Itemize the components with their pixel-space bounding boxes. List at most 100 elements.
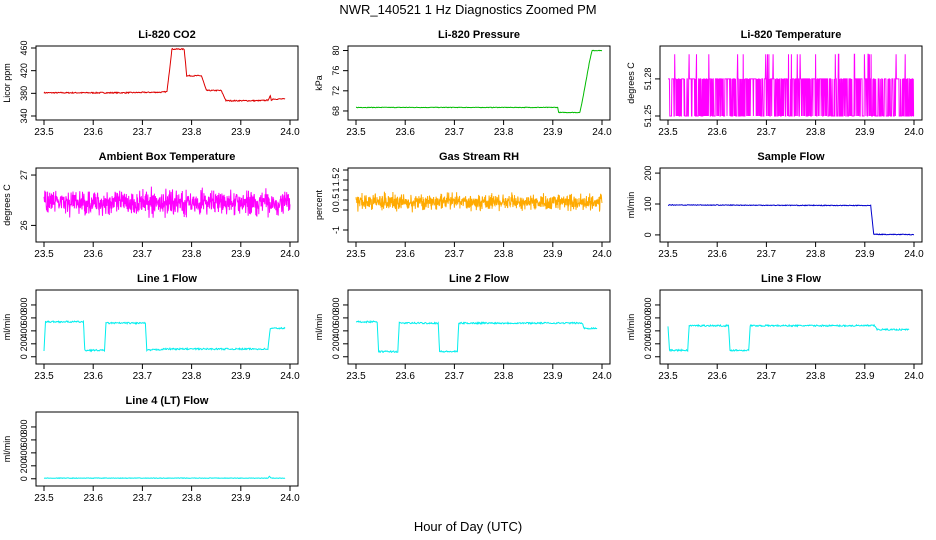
- y-tick-label: 800: [643, 297, 653, 312]
- y-tick-label: 460: [19, 40, 29, 55]
- y-tick-label: 600: [19, 432, 29, 447]
- x-tick-label: 23.6: [395, 371, 415, 382]
- x-tick-label: 23.8: [806, 127, 826, 138]
- plot-frame: [35, 45, 299, 121]
- x-tick-label: 23.8: [806, 371, 826, 382]
- panel-10: Line 4 (LT) Flow ml/min 23.5 23.6 23.7 23.8 23…: [2, 395, 300, 504]
- x-tick-label: 23.6: [83, 493, 103, 504]
- x-tick-label: 23.8: [182, 249, 202, 260]
- x-tick-label: 23.9: [543, 371, 563, 382]
- x-tick-label: 23.7: [757, 249, 777, 260]
- x-tick-label: 23.9: [855, 371, 875, 382]
- x-tick-label: 23.7: [133, 493, 153, 504]
- y-tick-label: 200: [331, 336, 341, 351]
- x-tick-label: 23.5: [658, 371, 678, 382]
- x-tick-label: 23.7: [445, 371, 465, 382]
- y-tick-label: 76: [331, 66, 341, 76]
- y-tick-label: 400: [331, 323, 341, 338]
- x-tick-label: 23.5: [658, 249, 678, 260]
- series-line: [43, 47, 286, 103]
- x-tick-label: 23.8: [182, 127, 202, 138]
- y-tick-label: 400: [19, 323, 29, 338]
- panel-title: Li-820 CO2: [138, 29, 195, 41]
- series-line: [667, 323, 910, 353]
- x-tick-label: 23.6: [83, 127, 103, 138]
- panel-8: Line 2 Flow ml/min 23.5 23.6 23.7 23.8 23.9 24.…: [314, 273, 612, 382]
- x-tick-label: 23.6: [395, 127, 415, 138]
- series-line: [43, 475, 286, 480]
- x-tick-label: 23.5: [34, 371, 54, 382]
- x-tick-label: 23.9: [543, 249, 563, 260]
- panel-6: Sample Flow ml/min 23.5 23.6 23.7 23.8 23.9 24.…: [626, 151, 924, 260]
- panel-title: Ambient Box Temperature: [99, 151, 236, 163]
- plot-frame: [35, 167, 299, 243]
- y-tick-label: 72: [331, 86, 341, 96]
- x-tick-label: 23.7: [757, 127, 777, 138]
- y-tick-label: 800: [19, 297, 29, 312]
- panel-9: Line 3 Flow ml/min 23.5 23.6 23.7 23.8 23.9 24.…: [626, 273, 924, 382]
- y-axis-label: percent: [314, 189, 324, 220]
- y-tick-label: 0.5: [331, 194, 341, 207]
- plot-frame: [659, 45, 923, 121]
- y-tick-label: 420: [19, 63, 29, 78]
- x-tick-label: 23.7: [133, 127, 153, 138]
- x-tick-label: 23.5: [346, 249, 366, 260]
- x-tick-label: 23.9: [543, 127, 563, 138]
- x-tick-label: 24.0: [280, 127, 300, 138]
- x-tick-label: 23.5: [34, 493, 54, 504]
- series-line: [43, 319, 286, 353]
- y-tick-label: 400: [643, 323, 653, 338]
- y-axis-label: ml/min: [2, 436, 12, 463]
- y-tick-label: 26: [19, 220, 29, 230]
- x-tick-label: 23.8: [182, 371, 202, 382]
- x-tick-label: 23.7: [133, 371, 153, 382]
- x-tick-label: 24.0: [904, 371, 924, 382]
- y-tick-label: 0: [331, 207, 341, 212]
- y-tick-label: 200: [19, 336, 29, 351]
- y-axis-label: Licor ppm: [2, 63, 12, 103]
- x-tick-label: 23.9: [231, 249, 251, 260]
- x-tick-label: 24.0: [592, 249, 612, 260]
- y-tick-label: 51.25: [643, 105, 653, 128]
- series-line: [355, 49, 603, 114]
- y-axis-label: ml/min: [626, 314, 636, 341]
- y-axis-label: degrees C: [626, 62, 636, 104]
- y-tick-label: 0: [643, 354, 653, 359]
- x-tick-label: 23.8: [494, 371, 514, 382]
- y-tick-label: 0: [331, 354, 341, 359]
- x-tick-label: 23.7: [445, 127, 465, 138]
- y-axis-label: kPa: [314, 75, 324, 91]
- panel-title: Line 3 Flow: [761, 273, 821, 285]
- plot-frame: [347, 167, 611, 243]
- x-tick-label: 23.7: [133, 249, 153, 260]
- panel-2: Li-820 Pressure kPa 23.5 23.6 23.7 23.8 23.9 24…: [314, 29, 612, 138]
- figure-title: NWR_140521 1 Hz Diagnostics Zoomed PM: [339, 2, 596, 17]
- y-tick-label: 0: [19, 476, 29, 481]
- y-tick-label: 68: [331, 106, 341, 116]
- x-tick-label: 24.0: [904, 249, 924, 260]
- plot-frame: [35, 289, 299, 365]
- y-axis-label: ml/min: [314, 314, 324, 341]
- y-tick-label: 0: [643, 232, 653, 237]
- panel-title: Line 1 Flow: [137, 273, 197, 285]
- x-tick-label: 23.6: [707, 127, 727, 138]
- x-tick-label: 23.9: [855, 249, 875, 260]
- figure-xlabel: Hour of Day (UTC): [414, 519, 522, 534]
- x-tick-label: 23.6: [707, 249, 727, 260]
- panel-title: Li-820 Pressure: [438, 29, 520, 41]
- x-tick-label: 23.8: [182, 493, 202, 504]
- y-tick-label: 1: [331, 187, 341, 192]
- x-tick-label: 23.9: [855, 127, 875, 138]
- plot-frame: [347, 289, 611, 365]
- y-tick-label: 400: [19, 445, 29, 460]
- panel-1: Li-820 CO2 Licor ppm 23.5 23.6 23.7 23.8 23.9 2…: [2, 29, 300, 138]
- x-tick-label: 23.8: [494, 127, 514, 138]
- panel-title: Sample Flow: [757, 151, 825, 163]
- x-tick-label: 23.5: [34, 249, 54, 260]
- y-tick-label: 600: [19, 310, 29, 325]
- y-tick-label: 800: [19, 419, 29, 434]
- y-tick-label: 380: [19, 86, 29, 101]
- plot-frame: [35, 411, 299, 487]
- panel-4: Ambient Box Temperature degrees C 23.5 23.6…: [2, 151, 300, 260]
